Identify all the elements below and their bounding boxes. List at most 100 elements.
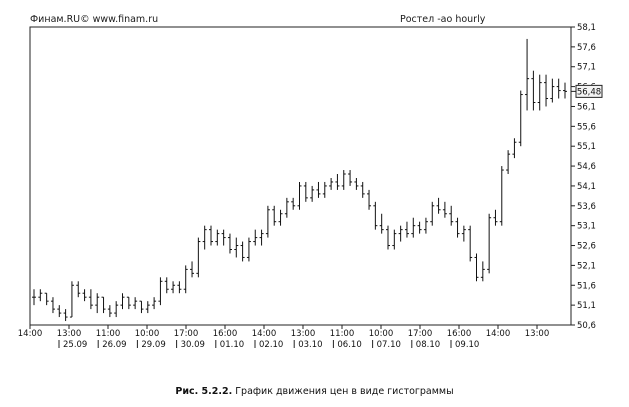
x-time-label: 13:00 xyxy=(525,329,550,339)
x-time-label: 17:00 xyxy=(408,329,433,339)
ohlc-bar xyxy=(373,201,378,230)
x-date-label: 01.10 xyxy=(220,340,244,350)
instrument-label: Ростел -ао hourly xyxy=(400,14,486,25)
y-tick-label: 55,6 xyxy=(577,122,596,132)
x-date-label: 30.09 xyxy=(181,340,205,350)
ohlc-bar xyxy=(69,281,74,318)
ohlc-bar xyxy=(145,301,150,314)
ohlc-bar xyxy=(398,225,403,242)
caption-number: Рис. 5.2.2. xyxy=(175,386,233,397)
ohlc-bar xyxy=(316,181,321,198)
ohlc-bar xyxy=(442,201,447,218)
x-date-label: 29.09 xyxy=(141,340,165,350)
ohlc-bar xyxy=(196,237,201,278)
x-time-label: 13:00 xyxy=(57,329,82,339)
y-tick-label: 53,6 xyxy=(577,202,596,212)
ohlc-bar xyxy=(120,293,125,310)
ohlc-bar xyxy=(297,181,302,210)
y-tick-label: 57,1 xyxy=(577,63,596,73)
y-tick-label: 52,6 xyxy=(577,242,596,252)
ohlc-bar xyxy=(436,197,441,214)
ohlc-bar xyxy=(506,150,511,175)
ohlc-bar xyxy=(278,209,283,226)
ohlc-bar xyxy=(82,289,87,302)
x-time-label: 13:00 xyxy=(291,329,316,339)
x-time-label: 11:00 xyxy=(96,329,121,339)
ohlc-bar xyxy=(499,166,504,226)
ohlc-bar xyxy=(474,253,479,282)
ohlc-bar xyxy=(417,221,422,234)
ohlc-bar xyxy=(493,209,498,226)
x-time-label: 10:00 xyxy=(369,329,394,339)
ohlc-bar xyxy=(177,281,182,294)
ohlc-bar xyxy=(221,229,226,246)
ohlc-bar xyxy=(139,300,144,314)
ohlc-bar xyxy=(50,297,55,314)
ohlc-bar xyxy=(518,90,523,147)
ohlc-bar xyxy=(114,301,119,318)
ohlc-bar xyxy=(310,185,315,202)
ohlc-bar xyxy=(544,74,549,107)
x-date-label: 03.10 xyxy=(298,340,322,350)
ohlc-bar xyxy=(303,181,308,202)
y-tick-label: 55,1 xyxy=(577,142,596,152)
ohlc-bar xyxy=(335,174,340,190)
ohlc-bar xyxy=(392,229,397,250)
x-time-label: 16:00 xyxy=(447,329,472,339)
ohlc-bar xyxy=(480,261,485,282)
ohlc-bar xyxy=(253,229,258,246)
y-tick-label: 52,1 xyxy=(577,261,596,271)
ohlc-bar xyxy=(76,281,81,298)
ohlc-bar xyxy=(63,309,68,322)
x-date-label: 07.10 xyxy=(377,340,401,350)
ohlc-bar xyxy=(556,78,561,99)
ohlc-bar xyxy=(512,138,517,159)
ohlc-bar xyxy=(44,292,49,306)
ohlc-bar xyxy=(202,225,207,250)
y-tick-label: 54,6 xyxy=(577,162,596,172)
ohlc-bar xyxy=(563,82,567,99)
ohlc-bar xyxy=(209,225,213,246)
ohlc-bar xyxy=(215,229,220,246)
x-time-label: 17:00 xyxy=(174,329,199,339)
ohlc-bar xyxy=(272,205,277,226)
ohlc-bar xyxy=(537,74,542,111)
x-date-label: 25.09 xyxy=(63,340,87,350)
plot-frame xyxy=(29,26,572,326)
ohlc-bar xyxy=(259,229,264,246)
ohlc-bar xyxy=(386,225,390,250)
y-tick-label: 57,6 xyxy=(577,43,596,53)
ohlc-bar xyxy=(126,296,131,310)
ohlc-bar xyxy=(171,281,176,294)
y-tick-label: 54,1 xyxy=(577,182,596,192)
ohlc-bar xyxy=(367,189,372,210)
ohlc-bar xyxy=(360,181,365,198)
ohlc-bar xyxy=(449,205,454,226)
ohlc-bar xyxy=(322,181,327,198)
last-price-label: 56,48 xyxy=(577,87,601,97)
ohlc-bar xyxy=(190,261,195,278)
x-date-label: 02.10 xyxy=(259,340,283,350)
y-tick-label: 56,1 xyxy=(577,102,596,112)
ohlc-bar xyxy=(57,305,62,318)
ohlc-bar xyxy=(430,201,435,226)
y-tick-label: 58,1 xyxy=(577,23,596,33)
y-tick-label: 50,6 xyxy=(577,321,596,331)
x-date-label: 06.10 xyxy=(337,340,361,350)
y-tick-label: 51,6 xyxy=(577,281,596,291)
y-tick-label: 51,1 xyxy=(577,301,596,311)
ohlc-bar xyxy=(487,213,492,274)
ohlc-bar xyxy=(329,177,334,190)
ohlc-bar xyxy=(101,296,106,314)
ohlc-bar xyxy=(246,237,251,262)
ohlc-bar xyxy=(468,225,473,262)
ohlc-bar xyxy=(152,297,157,310)
figure-caption: Рис. 5.2.2. График движения цен в виде г… xyxy=(0,386,629,397)
x-date-label: 09.10 xyxy=(455,340,479,350)
x-date-label: 26.09 xyxy=(102,340,126,350)
x-date-label: 08.10 xyxy=(416,340,440,350)
x-time-label: 14:00 xyxy=(252,329,277,339)
x-time-label: 14:00 xyxy=(486,329,511,339)
price-chart: 58,157,657,156,656,155,655,154,654,153,6… xyxy=(18,23,603,350)
x-time-label: 16:00 xyxy=(213,329,238,339)
